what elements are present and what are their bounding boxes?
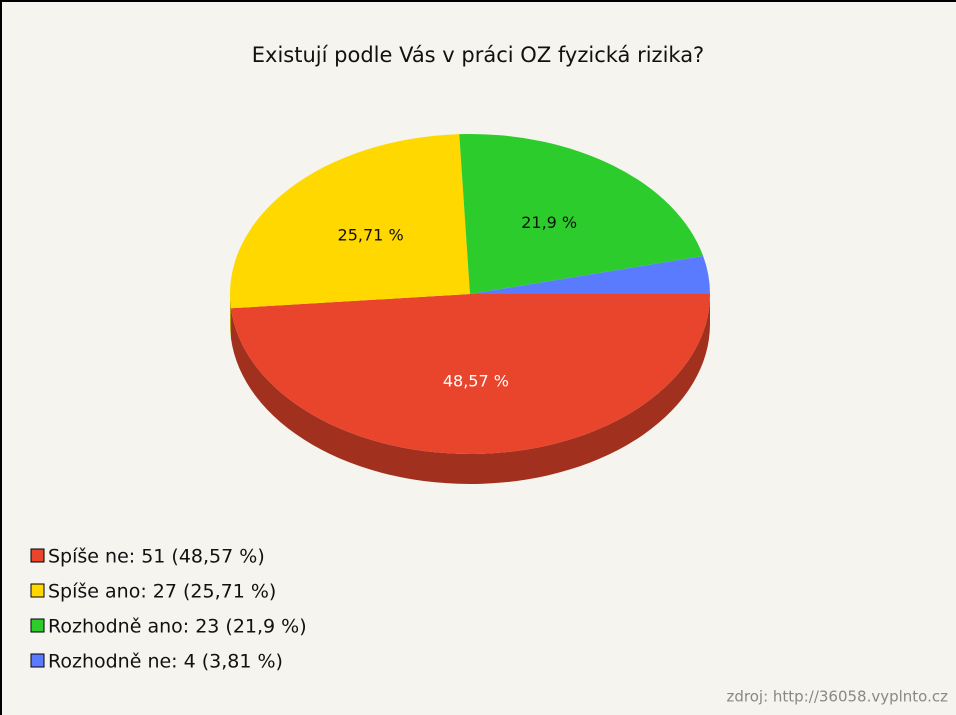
chart-title: Existují podle Vás v práci OZ fyzická ri…	[252, 43, 704, 67]
pie-slice	[230, 294, 710, 455]
pie-slice	[230, 134, 470, 309]
legend-swatch	[30, 583, 45, 598]
legend-swatch	[30, 548, 45, 563]
legend-label: Rozhodně ne: 4 (3,81 %)	[48, 651, 283, 673]
pie-side	[230, 294, 231, 339]
pie-slice	[459, 134, 704, 294]
legend-label: Spíše ne: 51 (48,57 %)	[48, 546, 265, 568]
pie-side	[230, 294, 710, 485]
slice-label: 21,9 %	[521, 213, 577, 232]
source: zdroj: http://36058.vyplnto.cz	[727, 688, 949, 706]
pie-slice	[470, 256, 710, 294]
legend-label: Spíše ano: 27 (25,71 %)	[48, 581, 276, 603]
slice-label: 25,71 %	[338, 226, 404, 245]
legend-swatch	[30, 618, 45, 633]
slice-label: 48,57 %	[443, 371, 509, 390]
legend-label: Rozhodně ano: 23 (21,9 %)	[48, 616, 307, 638]
legend-swatch	[30, 653, 45, 668]
